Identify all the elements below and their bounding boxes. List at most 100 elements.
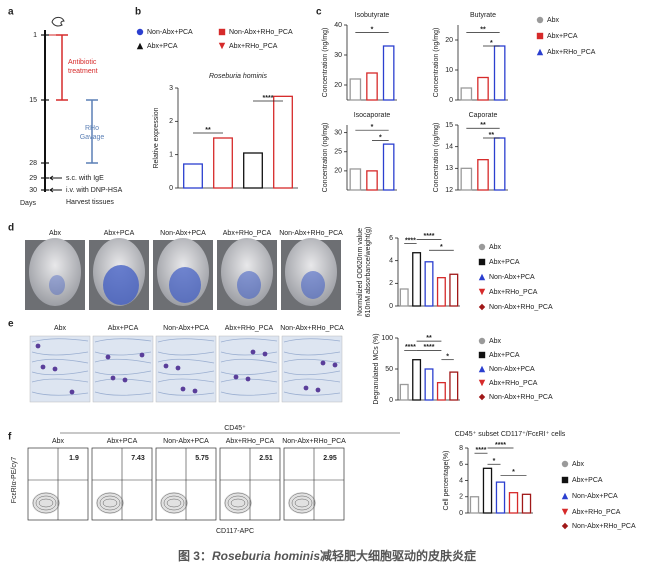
mast-cell [69, 389, 75, 395]
flow-percent: 2.51 [259, 455, 273, 462]
bar [213, 137, 233, 189]
y-tick-label: 30 [334, 52, 342, 59]
flow-group-label: Non-Abx+PCA [163, 438, 209, 445]
tissue-fiber [283, 358, 341, 364]
tissue-fiber [283, 378, 341, 383]
mast-cell [110, 375, 116, 381]
tissue-fiber [157, 370, 215, 376]
y-tick-label: 0 [449, 97, 453, 104]
tissue-fiber [283, 338, 341, 343]
tissue-fiber [283, 351, 341, 356]
mast-cell [262, 351, 268, 357]
tissue-fiber [220, 391, 278, 396]
photo-label: Abx+PCA [108, 325, 139, 332]
photo-label: Non-Abx+RHo_PCA [279, 230, 343, 237]
legend-marker [561, 522, 569, 530]
bar [382, 143, 395, 191]
y-axis-label: Concentration (ng/mg) [322, 123, 329, 193]
bar [493, 45, 506, 101]
y-tick-label: 14 [445, 144, 453, 151]
legend-label: Non-Abx+RHo_PCA [229, 29, 293, 36]
tissue-fiber [157, 391, 215, 396]
legend-label: Abx+RHo_PCA [489, 289, 538, 296]
flow-percent: 5.75 [195, 455, 209, 462]
panel-letter: e [8, 319, 14, 330]
mast-cell [303, 385, 309, 391]
photo-label: Non-Abx+RHo_PCA [280, 325, 344, 332]
significance-label: ** [205, 127, 211, 134]
caption: 图 3：Roseburia hominis减轻肥大细胞驱动的皮肤炎症 [178, 548, 476, 563]
cell-contour [230, 498, 246, 508]
y-tick-label: 3 [169, 85, 173, 92]
mast-cell [250, 349, 256, 355]
flow-group-label: Abx+PCA [107, 438, 138, 445]
tissue-fiber [220, 378, 278, 383]
legend-marker [478, 365, 486, 373]
cell-contour [227, 495, 249, 511]
tissue-fiber [157, 338, 215, 343]
bar [477, 159, 489, 191]
y-axis-label: Relative expression [153, 107, 160, 168]
legend-marker [218, 28, 226, 36]
legend-marker [136, 28, 144, 36]
tissue-fiber [157, 358, 215, 364]
mast-cell [233, 374, 239, 380]
mast-cell [245, 376, 251, 382]
y-tick-label: 6 [459, 461, 463, 468]
bar [412, 252, 422, 307]
skin-photo [217, 238, 277, 310]
bar [508, 492, 519, 514]
skin-photo [89, 238, 149, 310]
caption-prefix: 图 3： [178, 549, 212, 563]
tissue-fiber [220, 351, 278, 356]
bar [460, 167, 473, 191]
photo-label: Abx+PCA [104, 230, 135, 237]
bar [412, 359, 422, 401]
cell-contour [166, 498, 182, 508]
significance-label: **** [405, 344, 416, 351]
legend-label: Abx+RHo_PCA [489, 380, 538, 387]
mast-cell [139, 352, 145, 358]
legend-marker [561, 460, 569, 468]
y-tick-label: 30 [334, 129, 342, 136]
bar [436, 381, 446, 401]
significance-label: * [490, 40, 493, 47]
tissue-fiber [157, 351, 215, 356]
event-label: s.c. with IgE [66, 175, 104, 182]
y-tick-label: 25 [334, 149, 342, 156]
y-tick-label: 20 [334, 82, 342, 89]
tissue-fiber [94, 378, 152, 383]
chart-title: CD45⁺ subset CD117⁺/FcεRI⁺ cells [455, 431, 566, 438]
skin-photo [153, 238, 213, 310]
tissue-fiber [31, 358, 89, 364]
y-axis-label: Concentration (ng/mg) [433, 28, 440, 98]
mast-cell [320, 360, 326, 366]
event-label: i.v. with DNP-HSA [66, 187, 123, 194]
mouse-icon [51, 16, 65, 27]
cell-contour [291, 495, 313, 511]
y-tick-label: 0 [459, 510, 463, 517]
legend-marker [561, 476, 569, 484]
bar [183, 163, 203, 189]
legend-marker [561, 492, 569, 500]
event-label: Harvest tissues [66, 199, 114, 206]
legend-marker [478, 393, 486, 401]
y-axis-label: 610nM absorbance/weight(g) [365, 227, 372, 318]
antibiotic-label: treatment [68, 68, 98, 75]
legend-marker [478, 273, 486, 281]
tissue-fiber [283, 391, 341, 396]
significance-label: **** [405, 237, 416, 244]
panel-letter: c [316, 7, 322, 18]
tissue-fiber [31, 338, 89, 343]
significance-label: * [371, 124, 374, 131]
flow-group-label: Abx+RHo_PCA [226, 438, 275, 445]
cell-contour [163, 495, 185, 511]
legend-marker [478, 351, 486, 359]
bar [399, 383, 409, 401]
legend-label: Non-Abx+RHo_PCA [489, 394, 553, 401]
legend-marker [218, 42, 226, 50]
cell-cloud [160, 492, 188, 514]
cell-cloud [224, 492, 252, 514]
